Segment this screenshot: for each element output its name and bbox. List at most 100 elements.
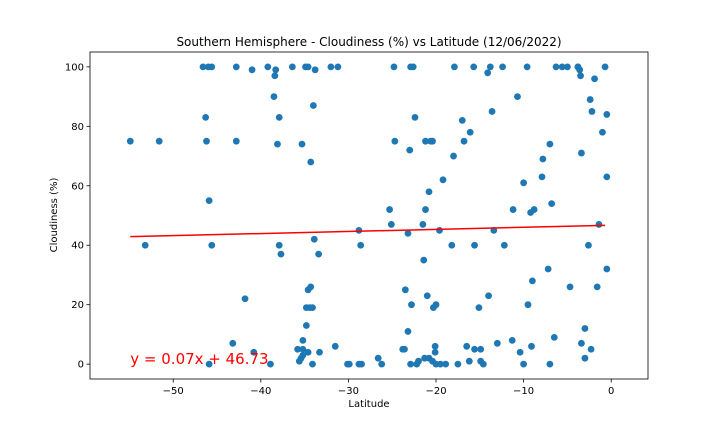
- data-point: [499, 63, 506, 71]
- data-point: [419, 221, 427, 228]
- data-point: [603, 173, 611, 181]
- data-point: [448, 241, 456, 249]
- data-point: [431, 342, 439, 350]
- y-tick-label: 60: [71, 181, 84, 192]
- data-point: [205, 360, 213, 368]
- data-point: [436, 226, 443, 234]
- data-point: [248, 66, 256, 74]
- data-point: [202, 114, 210, 121]
- data-point: [422, 137, 429, 145]
- data-point: [520, 179, 528, 187]
- data-point: [523, 63, 531, 71]
- data-point: [524, 301, 532, 309]
- data-point: [546, 140, 554, 148]
- x-axis-ticks: −50 −40 −30 −20 −10 0: [163, 379, 614, 397]
- data-point: [267, 360, 274, 368]
- data-point: [309, 304, 316, 312]
- data-point: [401, 345, 408, 353]
- data-point: [422, 206, 429, 213]
- data-point: [309, 360, 316, 368]
- data-point: [514, 93, 521, 100]
- data-point: [302, 322, 310, 329]
- data-point: [205, 197, 213, 205]
- data-point: [432, 301, 440, 309]
- data-point: [199, 63, 207, 71]
- data-point: [271, 72, 279, 80]
- x-axis-label: Latitude: [348, 399, 389, 410]
- x-tick-label: −20: [425, 386, 446, 397]
- data-point: [550, 333, 558, 341]
- data-point: [488, 108, 496, 115]
- data-point: [539, 155, 547, 163]
- x-tick-label: −10: [513, 386, 534, 397]
- chart-title: Southern Hemisphere - Cloudiness (%) vs …: [176, 35, 561, 49]
- data-point: [466, 128, 474, 136]
- y-tick-label: 20: [71, 300, 84, 311]
- data-point: [528, 342, 535, 350]
- data-point: [509, 206, 517, 213]
- data-point: [470, 63, 478, 71]
- data-point: [546, 360, 554, 368]
- data-point: [299, 345, 307, 353]
- data-point: [601, 63, 609, 71]
- data-point: [593, 283, 601, 291]
- y-tick-label: 80: [71, 122, 84, 133]
- data-point: [299, 336, 307, 344]
- data-point: [463, 342, 471, 350]
- data-point: [591, 75, 598, 83]
- data-point: [500, 241, 508, 249]
- data-point: [270, 93, 278, 100]
- data-point: [578, 149, 585, 157]
- data-point: [275, 241, 283, 249]
- data-point: [374, 354, 382, 362]
- data-point: [587, 345, 595, 353]
- plot-frame: [89, 51, 649, 380]
- data-point: [450, 152, 457, 160]
- data-point: [431, 348, 439, 356]
- data-point: [603, 265, 611, 273]
- regression-equation: y = 0.07x + 46.73: [130, 350, 268, 368]
- data-point: [528, 277, 536, 285]
- data-point: [581, 325, 589, 332]
- data-point: [288, 63, 296, 71]
- x-tick-label: −30: [338, 386, 359, 397]
- data-point: [599, 128, 606, 136]
- data-point: [407, 360, 415, 368]
- data-point: [298, 140, 306, 148]
- data-point: [458, 116, 466, 124]
- data-point: [485, 292, 492, 300]
- data-point: [415, 357, 422, 365]
- x-tick-label: −40: [250, 386, 271, 397]
- data-point: [566, 283, 574, 291]
- data-point: [425, 188, 433, 196]
- data-point: [203, 137, 210, 145]
- data-point: [401, 286, 409, 294]
- data-point: [310, 235, 318, 243]
- data-point: [232, 63, 240, 71]
- data-point: [439, 176, 447, 184]
- data-point: [581, 354, 589, 362]
- plot-area: [89, 51, 649, 380]
- data-point: [327, 63, 335, 71]
- data-point: [316, 348, 323, 356]
- data-point: [558, 63, 566, 71]
- data-point: [436, 360, 444, 368]
- data-point: [423, 292, 431, 300]
- data-point: [334, 63, 342, 71]
- data-point: [552, 63, 560, 71]
- data-point: [272, 66, 280, 74]
- data-point: [451, 63, 458, 71]
- data-point: [586, 96, 594, 103]
- y-axis-label: Cloudiness (%): [49, 178, 60, 253]
- data-point: [250, 348, 258, 356]
- data-point: [304, 348, 312, 356]
- data-point: [391, 137, 399, 145]
- data-point: [576, 66, 584, 74]
- data-point: [241, 295, 249, 303]
- data-point: [390, 63, 398, 71]
- x-tick-label: 0: [608, 386, 614, 397]
- data-point: [345, 360, 353, 368]
- data-point: [585, 241, 592, 249]
- data-point: [530, 206, 538, 213]
- data-point: [484, 69, 492, 77]
